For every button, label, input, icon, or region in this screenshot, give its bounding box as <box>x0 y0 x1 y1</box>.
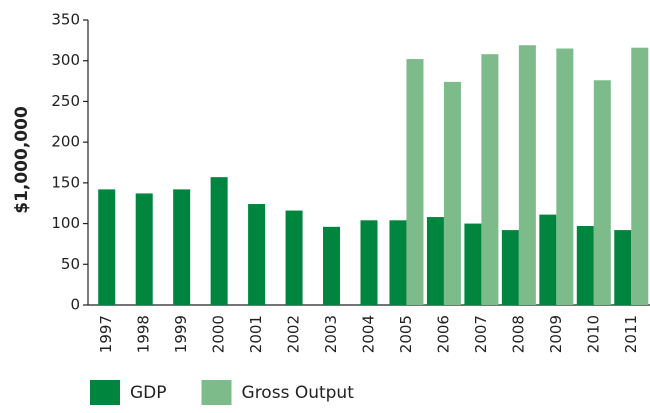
bar <box>248 204 266 305</box>
x-tick-label: 2000 <box>210 315 228 353</box>
bar <box>389 220 407 305</box>
bar <box>323 226 341 305</box>
bar <box>593 80 611 305</box>
bar <box>426 217 444 305</box>
bar <box>285 210 303 305</box>
y-tick-label: 100 <box>51 214 80 232</box>
x-tick-label: 2007 <box>472 315 490 353</box>
legend-label: Gross Output <box>242 383 355 403</box>
bar <box>556 48 574 305</box>
y-tick-label: 150 <box>51 173 80 191</box>
y-tick-label: 350 <box>51 11 80 29</box>
bar <box>98 189 116 305</box>
bar <box>614 230 632 305</box>
y-axis-label: $1,000,000 <box>12 106 32 214</box>
x-tick-label: 1999 <box>172 315 190 353</box>
y-tick-label: 250 <box>51 92 80 110</box>
x-tick-label: 2011 <box>622 315 640 353</box>
x-tick-label: 2009 <box>547 315 565 353</box>
bar <box>539 214 557 305</box>
bar <box>173 189 191 305</box>
bar <box>360 220 378 305</box>
bar <box>518 45 536 305</box>
x-tick-label: 1998 <box>135 315 153 353</box>
bar <box>135 193 153 305</box>
x-tick-label: 2004 <box>360 315 378 353</box>
bar <box>210 177 228 305</box>
x-tick-label: 2005 <box>397 315 415 353</box>
bar <box>501 230 519 305</box>
y-tick-label: 50 <box>61 255 80 273</box>
bar <box>464 223 482 305</box>
x-tick-label: 2002 <box>285 315 303 353</box>
x-tick-label: 2010 <box>584 315 602 353</box>
legend-swatch <box>90 380 120 405</box>
y-tick-label: 200 <box>51 133 80 151</box>
x-tick-label: 2003 <box>322 315 340 353</box>
bar <box>443 81 461 305</box>
legend-swatch <box>201 380 232 405</box>
x-tick-label: 2001 <box>247 315 265 353</box>
y-tick-label: 0 <box>70 296 80 314</box>
x-tick-label: 2008 <box>509 315 527 353</box>
bar <box>576 226 594 305</box>
x-tick-label: 2006 <box>434 315 452 353</box>
bar <box>406 59 424 306</box>
y-tick-label: 300 <box>51 51 80 69</box>
x-tick-label: 1997 <box>97 315 115 353</box>
bar <box>481 54 499 306</box>
legend-label: GDP <box>130 383 167 403</box>
bar <box>631 47 649 305</box>
